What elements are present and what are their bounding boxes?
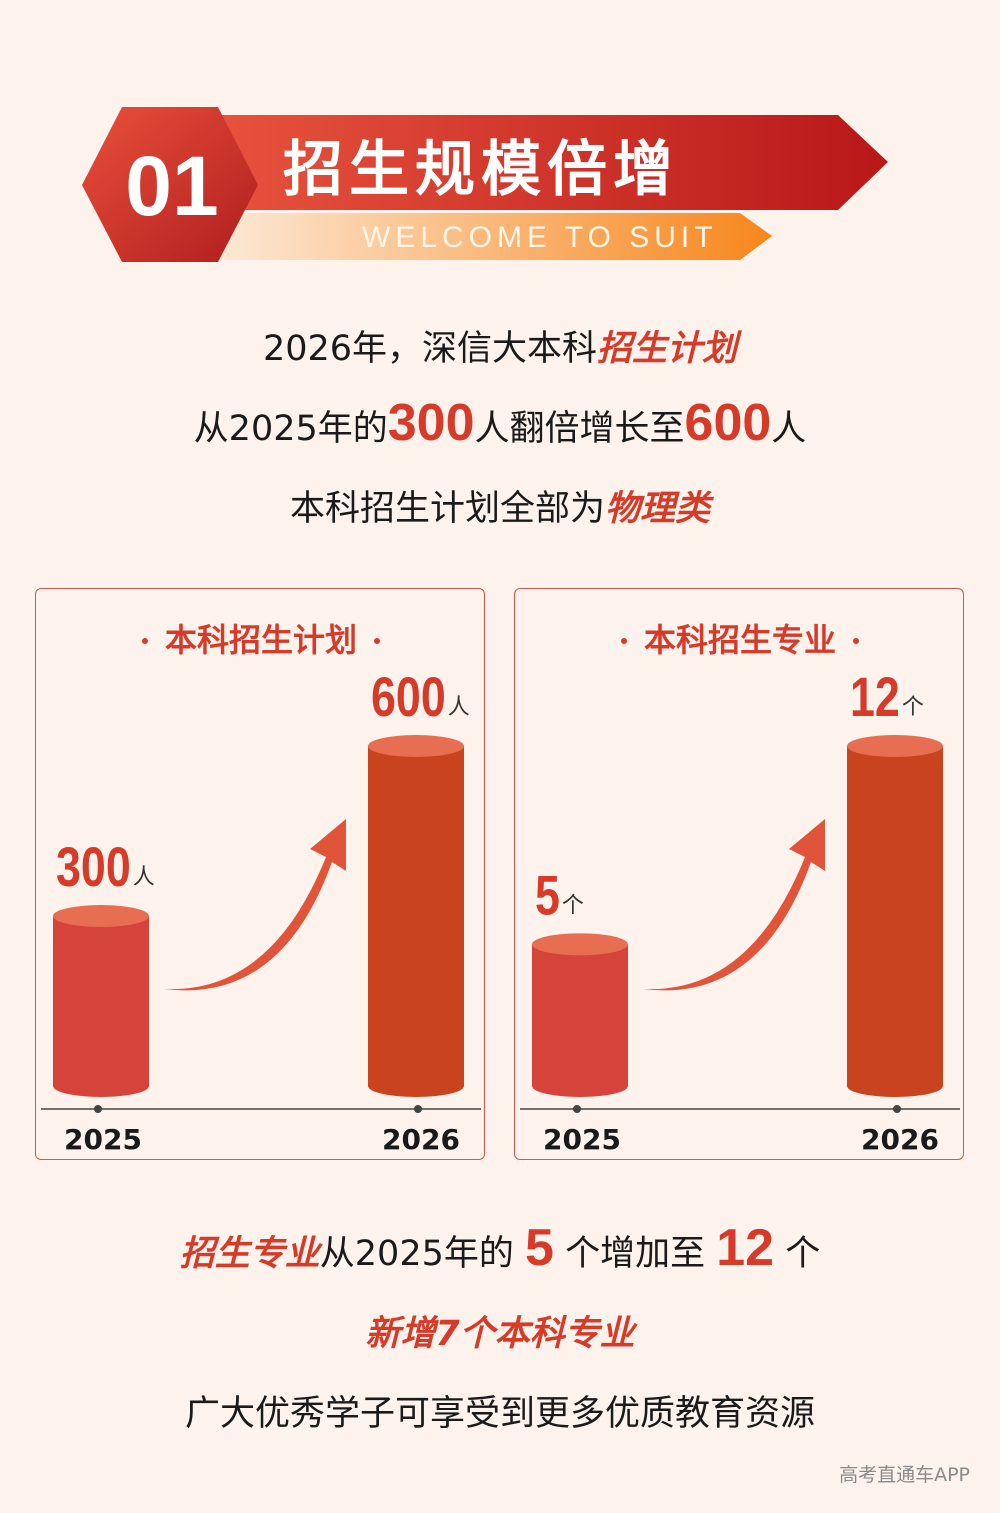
- watermark: 高考直通车APP: [839, 1464, 970, 1486]
- value-unit: 个: [902, 695, 924, 720]
- sub-banner: [215, 213, 772, 260]
- title-dot: [620, 638, 627, 644]
- bar: [532, 944, 628, 1086]
- summary-line: 新增7个本科专业: [0, 1305, 1000, 1356]
- text: 个增加至: [565, 1234, 706, 1274]
- intro-line: 2026年，深信大本科招生计划: [0, 320, 1000, 371]
- highlight: 新增7个本科专业: [365, 1314, 635, 1354]
- number: 5: [525, 1219, 554, 1277]
- arrow: [164, 819, 346, 991]
- title-dot: [374, 638, 381, 644]
- text: 2026年，深信大本科: [262, 329, 598, 369]
- badge-text: 01: [125, 139, 218, 233]
- value-unit: 个: [562, 893, 584, 918]
- intro-line: 从2025年的300人翻倍增长至600人: [0, 393, 1000, 453]
- x-tick-label: 2026: [382, 1123, 460, 1156]
- summary-line: 招生专业从2025年的 5 个增加至 12 个: [0, 1218, 1000, 1278]
- chart-panel: 本科招生计划 300 人 2025 600 人 2026: [35, 588, 485, 1160]
- bar-top: [53, 905, 149, 927]
- text: 人: [771, 409, 807, 449]
- title: 招生规模倍增: [283, 135, 679, 205]
- bar: [368, 746, 464, 1086]
- value-unit: 人: [133, 865, 155, 890]
- badge: [82, 107, 258, 262]
- chart-panel: 本科招生专业 5 个 2025 12 个 2026: [514, 588, 964, 1160]
- value-unit: 人: [448, 695, 470, 720]
- title-dot: [853, 638, 860, 644]
- number: 12: [716, 1219, 775, 1277]
- number: 600: [684, 394, 772, 452]
- chart-title: 本科招生计划: [165, 621, 357, 659]
- value-label: 5: [535, 864, 560, 927]
- header: 01 招生规模倍增 WELCOME TO SUIT: [82, 107, 888, 262]
- text: 从2025年的: [193, 409, 388, 449]
- text: 人翻倍增长至: [474, 409, 685, 449]
- value-label: 300: [56, 835, 131, 898]
- tick-dot: [893, 1105, 901, 1113]
- bar-top: [847, 735, 943, 757]
- text: 本科招生计划全部为: [289, 489, 605, 529]
- text: 个: [785, 1234, 821, 1274]
- tick-dot: [414, 1105, 422, 1113]
- value-label: 600: [371, 665, 446, 728]
- highlight: 物理类: [605, 489, 711, 529]
- title-dot: [141, 638, 148, 644]
- x-tick-label: 2026: [861, 1123, 939, 1156]
- banner: [200, 115, 888, 210]
- number: 300: [387, 394, 475, 452]
- chart-title: 本科招生专业: [644, 621, 836, 659]
- bar-top: [368, 735, 464, 757]
- intro-line: 本科招生计划全部为物理类: [0, 480, 1000, 531]
- value-label: 12: [850, 665, 900, 728]
- bar-top: [532, 933, 628, 956]
- highlight: 招生计划: [597, 329, 738, 369]
- bar: [847, 746, 943, 1086]
- text: 从2025年的: [319, 1234, 514, 1274]
- arrow: [643, 819, 825, 991]
- text: 广大优秀学子可享受到更多优质教育资源: [184, 1394, 815, 1434]
- x-tick-label: 2025: [64, 1123, 142, 1156]
- highlight: 招生专业: [179, 1234, 320, 1274]
- summary-line: 广大优秀学子可享受到更多优质教育资源: [0, 1385, 1000, 1436]
- subtitle: WELCOME TO SUIT: [362, 221, 718, 254]
- bar: [53, 916, 149, 1086]
- tick-dot: [94, 1105, 102, 1113]
- x-tick-label: 2025: [543, 1123, 621, 1156]
- tick-dot: [573, 1105, 581, 1113]
